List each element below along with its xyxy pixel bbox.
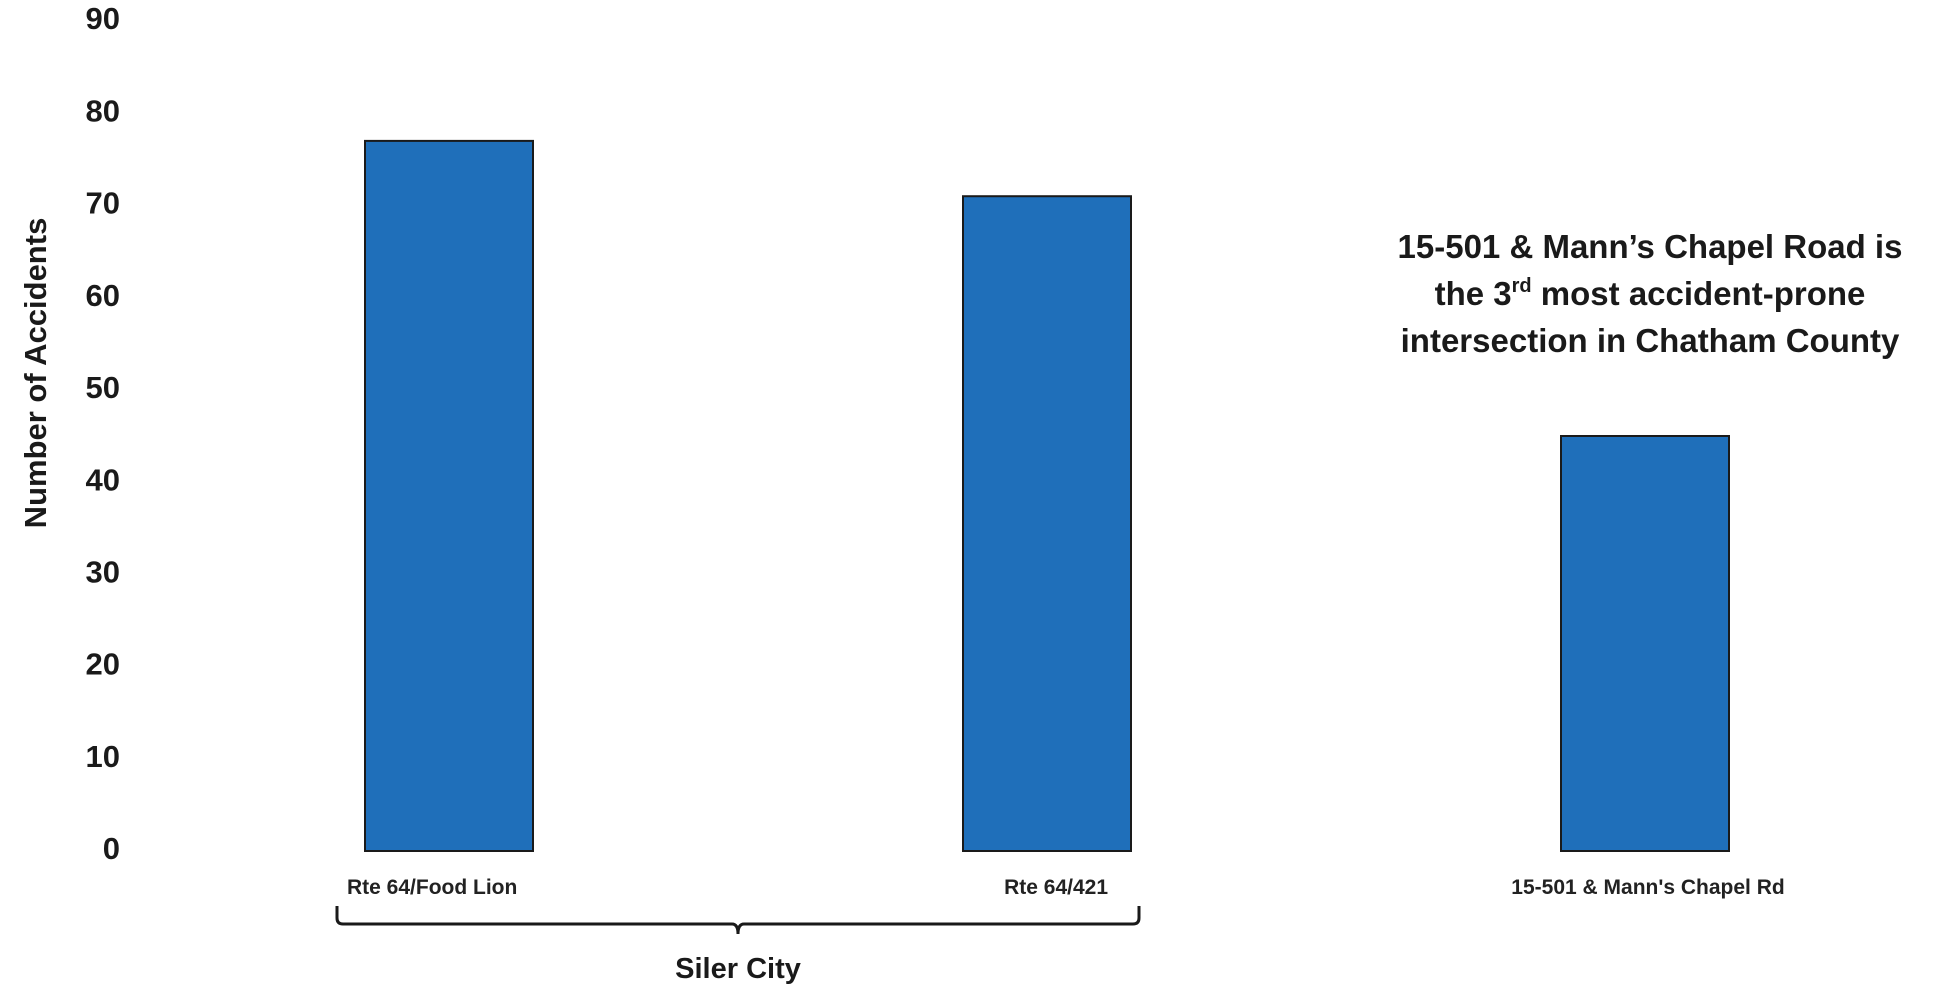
y-tick-label: 70 xyxy=(86,186,120,221)
siler-city-bracket xyxy=(335,906,1141,935)
y-tick-label: 30 xyxy=(86,555,120,590)
y-tick-label: 90 xyxy=(86,1,120,36)
y-tick-label: 40 xyxy=(86,462,120,497)
annotation-line-2-end: most accident-prone xyxy=(1532,275,1866,312)
y-axis-ticks: 0 10 20 30 40 50 60 70 80 90 xyxy=(86,1,120,866)
annotation-line-1: 15-501 & Mann’s Chapel Road is xyxy=(1398,228,1903,265)
y-axis-label: Number of Accidents xyxy=(18,218,53,529)
bar xyxy=(962,195,1132,852)
group-label-siler-city: Siler City xyxy=(675,953,801,984)
y-tick-label: 50 xyxy=(86,370,120,405)
annotation-superscript: rd xyxy=(1512,275,1532,297)
x-category-label: Rte 64/421 xyxy=(1004,876,1108,899)
y-tick-label: 20 xyxy=(86,647,120,682)
category-labels: Rte 64/Food Lion Rte 64/421 15-501 & Mann'… xyxy=(347,876,1785,899)
y-tick-label: 10 xyxy=(86,739,120,774)
annotation-text: 15-501 & Mann’s Chapel Road is the 3rd m… xyxy=(1398,228,1903,359)
bar xyxy=(364,139,534,852)
x-category-label: 15-501 & Mann's Chapel Rd xyxy=(1511,876,1784,899)
bars xyxy=(364,139,1730,852)
annotation-line-2-start: the 3 xyxy=(1435,275,1512,312)
bar xyxy=(1560,435,1730,852)
y-tick-label: 0 xyxy=(103,831,120,866)
y-tick-label: 80 xyxy=(86,93,120,128)
annotation-line-2: the 3rd most accident-prone xyxy=(1435,275,1866,312)
x-category-label: Rte 64/Food Lion xyxy=(347,876,517,899)
y-tick-label: 60 xyxy=(86,278,120,313)
annotation-line-3: intersection in Chatham County xyxy=(1401,322,1900,359)
